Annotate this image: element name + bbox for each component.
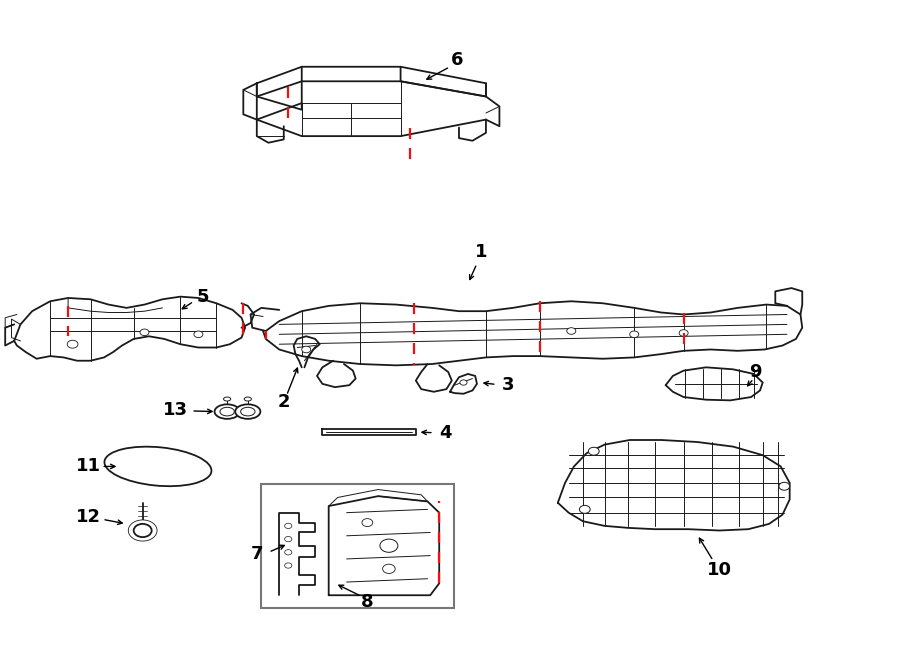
- Ellipse shape: [220, 407, 234, 416]
- Circle shape: [134, 524, 152, 537]
- Polygon shape: [486, 97, 500, 126]
- Text: 8: 8: [361, 593, 374, 611]
- Ellipse shape: [104, 447, 212, 486]
- Circle shape: [589, 448, 599, 455]
- Circle shape: [140, 329, 149, 336]
- Circle shape: [382, 564, 395, 573]
- Bar: [261, 485, 454, 608]
- Text: 11: 11: [76, 457, 102, 475]
- Circle shape: [380, 539, 398, 552]
- Circle shape: [194, 331, 202, 338]
- Polygon shape: [5, 324, 14, 346]
- Polygon shape: [450, 374, 477, 394]
- Circle shape: [284, 563, 292, 568]
- Circle shape: [567, 328, 576, 334]
- Circle shape: [284, 536, 292, 542]
- Text: 1: 1: [475, 243, 488, 261]
- Ellipse shape: [223, 397, 230, 401]
- Text: 9: 9: [750, 363, 761, 381]
- Circle shape: [129, 520, 158, 541]
- Polygon shape: [263, 301, 802, 365]
- Ellipse shape: [214, 404, 239, 419]
- Polygon shape: [416, 364, 452, 392]
- Circle shape: [362, 518, 373, 526]
- Text: 3: 3: [502, 376, 515, 394]
- Text: 13: 13: [164, 401, 188, 419]
- Ellipse shape: [235, 404, 260, 419]
- Polygon shape: [558, 440, 789, 530]
- Circle shape: [302, 346, 310, 353]
- Circle shape: [580, 505, 590, 513]
- Circle shape: [284, 549, 292, 555]
- Circle shape: [284, 523, 292, 528]
- Text: 12: 12: [76, 508, 102, 526]
- Polygon shape: [328, 496, 439, 595]
- Polygon shape: [14, 297, 245, 361]
- Polygon shape: [322, 429, 416, 436]
- Circle shape: [778, 483, 789, 490]
- Circle shape: [630, 331, 639, 338]
- Polygon shape: [666, 367, 762, 401]
- Ellipse shape: [240, 407, 255, 416]
- Text: 7: 7: [250, 545, 263, 563]
- Text: 4: 4: [439, 424, 452, 442]
- Polygon shape: [293, 336, 320, 367]
- Polygon shape: [256, 67, 302, 120]
- Polygon shape: [775, 288, 802, 314]
- Polygon shape: [256, 67, 486, 97]
- Text: 6: 6: [451, 51, 464, 69]
- Polygon shape: [243, 83, 256, 120]
- Polygon shape: [400, 67, 486, 97]
- Polygon shape: [317, 361, 356, 387]
- Text: 2: 2: [277, 393, 290, 411]
- Circle shape: [460, 380, 467, 385]
- Polygon shape: [328, 489, 428, 506]
- Ellipse shape: [244, 397, 251, 401]
- Circle shape: [68, 340, 78, 348]
- Circle shape: [680, 330, 688, 336]
- Text: 5: 5: [196, 288, 209, 306]
- Polygon shape: [250, 308, 279, 331]
- Text: 10: 10: [707, 561, 732, 579]
- Polygon shape: [279, 512, 315, 595]
